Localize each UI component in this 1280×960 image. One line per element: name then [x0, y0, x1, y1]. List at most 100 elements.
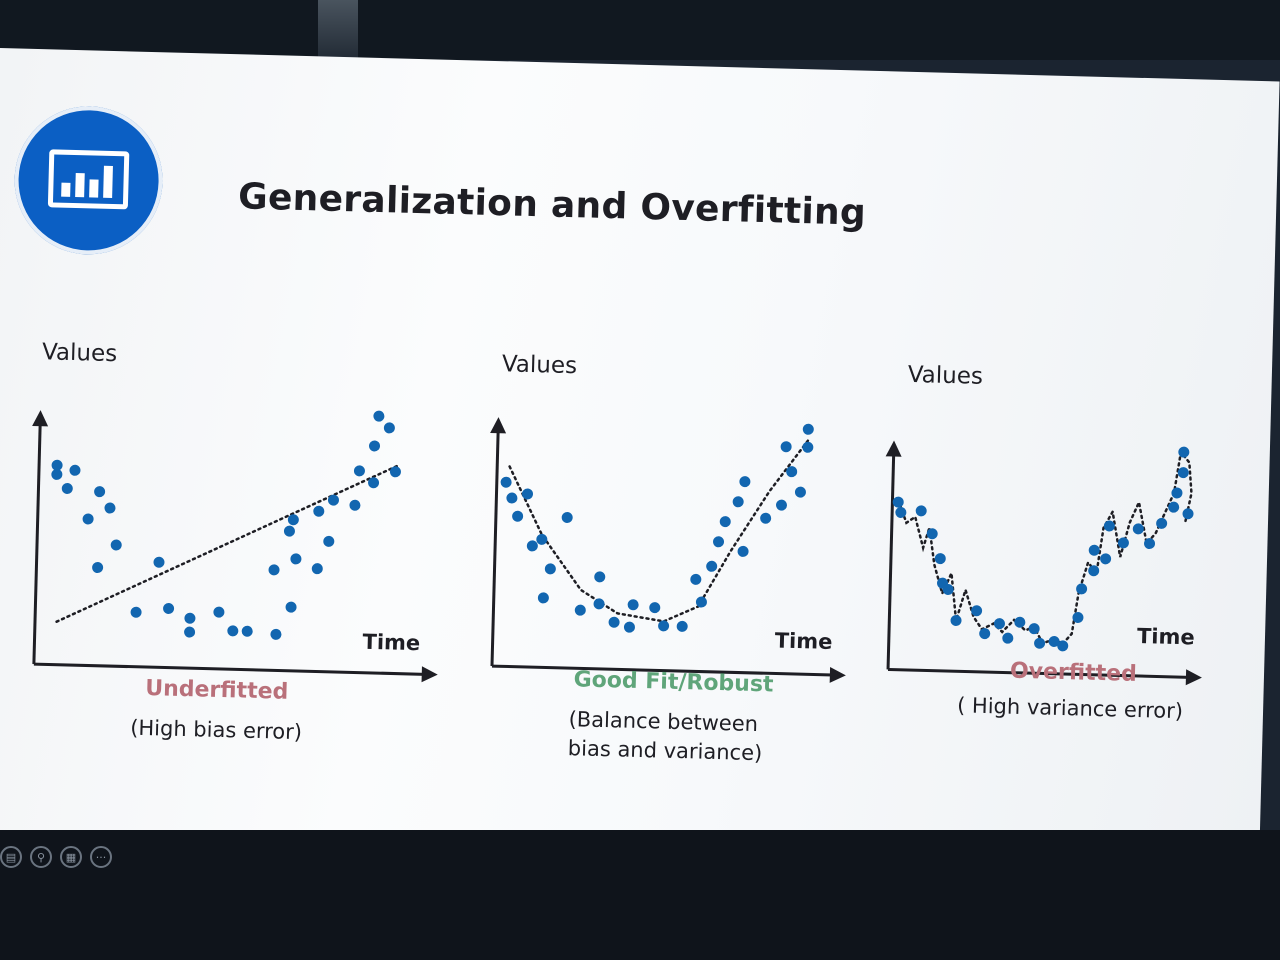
- x-axis-arrow: [829, 666, 846, 683]
- data-point: [1178, 446, 1190, 458]
- data-point: [776, 499, 788, 511]
- data-point: [1076, 583, 1088, 595]
- data-point: [163, 603, 175, 615]
- data-point: [1028, 623, 1040, 635]
- data-point: [526, 540, 538, 552]
- data-point: [92, 562, 104, 574]
- data-point: [522, 488, 534, 500]
- data-point: [695, 596, 707, 608]
- data-point: [227, 625, 239, 637]
- bar-chart-icon: [47, 149, 130, 210]
- more-icon[interactable]: ···: [90, 846, 112, 868]
- data-point: [544, 563, 556, 575]
- x-axis: [491, 664, 842, 677]
- data-point: [739, 476, 751, 488]
- data-point: [713, 536, 725, 548]
- data-point: [51, 468, 63, 480]
- data-point: [794, 486, 806, 498]
- data-point: [760, 512, 772, 524]
- data-point: [706, 560, 718, 572]
- data-point: [369, 440, 381, 452]
- y-axis-arrow: [490, 417, 507, 434]
- data-point: [270, 628, 282, 640]
- data-point: [1072, 612, 1084, 624]
- x-axis-label: Time: [1136, 623, 1195, 650]
- data-point: [627, 599, 639, 611]
- data-point: [313, 505, 325, 517]
- data-point: [104, 502, 116, 514]
- data-point: [719, 516, 731, 528]
- data-point: [311, 563, 323, 575]
- data-point: [1144, 538, 1156, 550]
- data-point: [287, 514, 299, 526]
- presenter-toolbar: ▤ ⚲ ▦ ···: [0, 846, 112, 868]
- data-point: [368, 477, 380, 489]
- data-point: [153, 556, 165, 568]
- description-line: bias and variance): [567, 736, 763, 766]
- data-point: [327, 494, 339, 506]
- overfitted-chart: [885, 440, 1202, 686]
- data-point: [1048, 635, 1060, 647]
- data-point: [732, 496, 744, 508]
- data-point: [500, 476, 512, 488]
- data-point: [268, 564, 280, 576]
- status-label: Good Fit/Robust: [573, 667, 774, 698]
- fit-line: [55, 463, 401, 623]
- status-label: Underfitted: [144, 676, 289, 705]
- data-point: [1057, 640, 1069, 652]
- slides-icon[interactable]: ▤: [0, 846, 22, 868]
- data-point: [690, 573, 702, 585]
- data-point: [82, 513, 94, 525]
- data-point: [184, 626, 196, 638]
- y-axis-arrow: [885, 440, 902, 457]
- data-point: [608, 616, 620, 628]
- bar-chart-logo: [12, 104, 165, 257]
- data-point: [506, 492, 518, 504]
- y-axis: [886, 444, 896, 670]
- data-point: [780, 441, 792, 453]
- data-point: [658, 620, 670, 632]
- data-point: [1014, 616, 1026, 628]
- data-point: [110, 539, 122, 551]
- data-point: [241, 625, 253, 637]
- data-point: [184, 612, 196, 624]
- data-point: [950, 615, 962, 627]
- x-axis: [887, 667, 1198, 680]
- data-point: [1117, 537, 1129, 549]
- data-point: [1168, 501, 1180, 513]
- data-point: [971, 605, 983, 617]
- camera-glare: [318, 0, 358, 62]
- data-point: [623, 621, 635, 633]
- data-point: [594, 571, 606, 583]
- data-point: [537, 592, 549, 604]
- good-fit-panel: Values Time Good Fit/Robust (Balance bet…: [471, 351, 902, 792]
- data-point: [1034, 637, 1046, 649]
- data-point: [1002, 632, 1014, 644]
- x-axis: [33, 662, 434, 677]
- data-point: [802, 441, 814, 453]
- good-fit-chart: [490, 417, 846, 683]
- slide-title: Generalization and Overfitting: [237, 176, 867, 234]
- data-point: [895, 506, 907, 518]
- status-label: Overfitted: [1009, 658, 1138, 687]
- grid-icon[interactable]: ▦: [60, 846, 82, 868]
- description-line: ( High variance error): [956, 693, 1184, 724]
- data-point: [536, 533, 548, 545]
- underfitted-chart: [32, 410, 438, 683]
- fit-line: [508, 439, 810, 623]
- y-axis-arrow: [32, 410, 49, 427]
- monitor-bezel-top: [0, 0, 1280, 60]
- data-point: [676, 620, 688, 632]
- data-point: [94, 486, 106, 498]
- data-point: [373, 410, 385, 422]
- data-point: [69, 464, 81, 476]
- data-point: [290, 553, 302, 565]
- data-point: [285, 601, 297, 613]
- monitor-bezel-bottom: [0, 830, 1280, 960]
- zoom-icon[interactable]: ⚲: [30, 846, 52, 868]
- data-point: [1156, 517, 1168, 529]
- data-point: [1132, 523, 1144, 535]
- y-axis: [490, 421, 500, 667]
- data-point: [574, 604, 586, 616]
- presentation-slide: Generalization and Overfitting Values Ti…: [0, 48, 1280, 872]
